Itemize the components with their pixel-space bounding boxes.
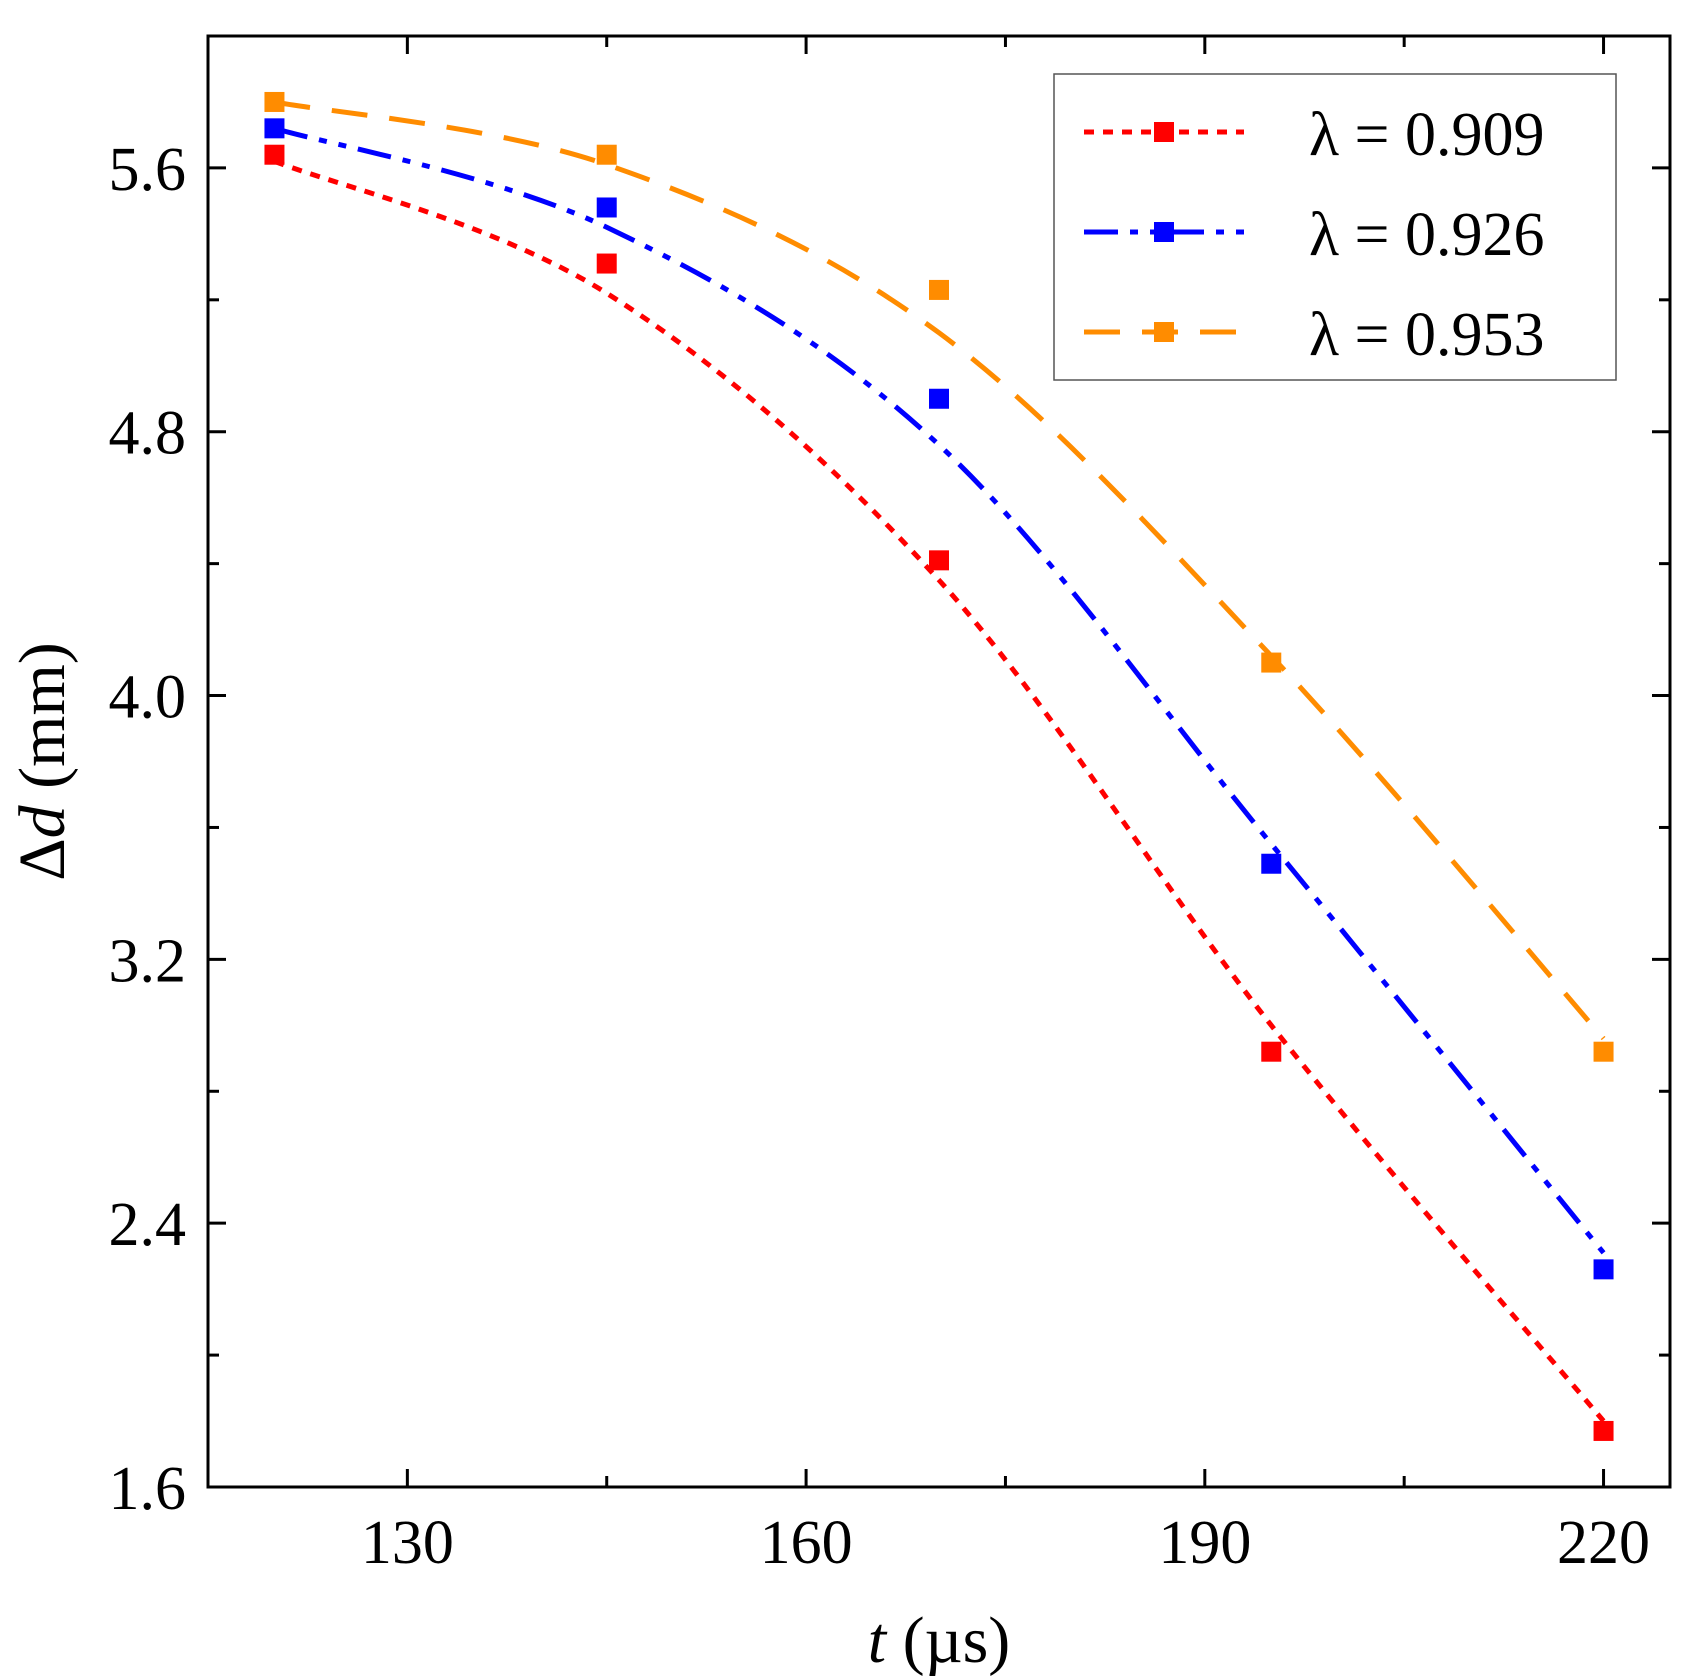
data-point-marker [929, 388, 949, 409]
legend-item: λ = 0.953 [1084, 301, 1545, 369]
data-point-marker [1593, 1259, 1614, 1280]
x-axis-label-unit: (µs) [886, 1604, 1010, 1677]
data-point-marker [596, 197, 617, 218]
legend-item: λ = 0.926 [1084, 201, 1545, 269]
series-line [273, 99, 1606, 1041]
y-axis-label-unit: (mm) [6, 642, 79, 805]
y-axis-label-variable: d [6, 804, 79, 838]
y-tick-label: 1.6 [109, 1455, 187, 1523]
data-point-marker [1593, 1420, 1614, 1441]
data-point-marker [1261, 853, 1282, 874]
data-point-marker [596, 144, 617, 165]
data-point-marker [264, 144, 285, 165]
legend-marker [1154, 222, 1174, 242]
data-point-marker [929, 279, 949, 300]
legend-label: λ = 0.926 [1309, 201, 1545, 269]
plot-frame [206, 34, 1672, 1489]
x-tick-label: 130 [361, 1509, 454, 1577]
legend-item: λ = 0.909 [1084, 101, 1545, 169]
y-tick-label: 2.4 [109, 1191, 187, 1259]
data-point-marker [1261, 1041, 1282, 1062]
legend-box [1053, 73, 1617, 381]
y-axis-label: Δd (mm) [6, 642, 79, 881]
legend: λ = 0.909 λ = 0.926 λ = 0.953 [1053, 73, 1617, 381]
series-1 [264, 144, 1614, 1441]
y-tick-label: 3.2 [109, 927, 187, 995]
data-point-marker [264, 118, 285, 139]
data-point-marker [596, 253, 617, 274]
y-axis-label-delta: Δ [6, 838, 79, 880]
series-line [273, 125, 1606, 1255]
x-axis-label-variable: t [868, 1604, 888, 1677]
data-point-marker [929, 550, 949, 571]
y-tick-label: 5.6 [109, 136, 187, 204]
x-axis-label: t (µs) [868, 1604, 1011, 1677]
data-point-marker [1593, 1041, 1614, 1062]
data-point-marker [264, 91, 285, 112]
x-tick-label: 220 [1557, 1509, 1650, 1577]
y-tick-label: 4.8 [109, 400, 187, 468]
series-2 [264, 118, 1614, 1280]
x-tick-label: 160 [760, 1509, 853, 1577]
legend-label: λ = 0.953 [1309, 301, 1545, 369]
legend-marker [1154, 122, 1174, 142]
legend-marker [1154, 322, 1174, 342]
data-point-marker [1261, 652, 1282, 673]
x-tick-label: 190 [1158, 1509, 1251, 1577]
y-tick-label: 4.0 [109, 664, 187, 732]
legend-label: λ = 0.909 [1309, 101, 1545, 169]
series-3 [264, 91, 1614, 1062]
